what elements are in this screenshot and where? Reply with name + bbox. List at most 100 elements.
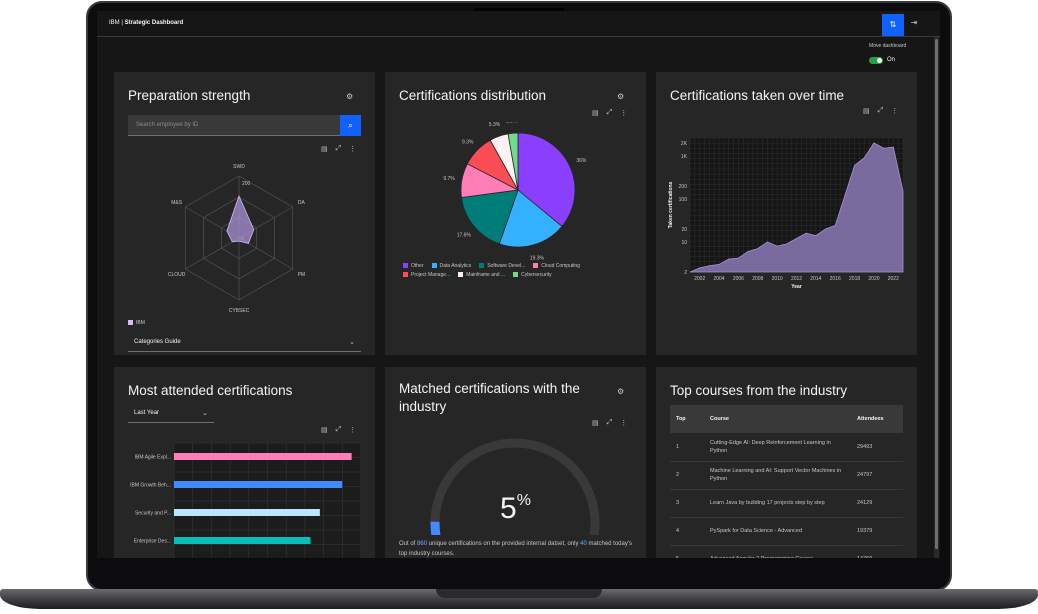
settings-adjust-icon[interactable]: ⚙ [346, 92, 354, 101]
legend-swatch [479, 263, 485, 269]
col-header-attendees[interactable]: Attendees [851, 405, 903, 433]
bar [174, 481, 343, 488]
categories-guide-dropdown[interactable]: Categories Guide ⌄ [128, 334, 361, 352]
table-row[interactable]: 4 PySpark for Data Science - Advanced 1937… [670, 517, 903, 546]
pie-slice-label: 9.3% [462, 139, 474, 145]
pie-legend-item[interactable]: Mainframe and ... [458, 272, 505, 278]
x-axis-title: Year [791, 284, 802, 290]
card-title: Most attended certifications [128, 383, 293, 398]
radar-axis-label: CYBSEC [229, 308, 250, 314]
bar [174, 509, 320, 516]
desc-text: Out of [399, 541, 418, 547]
maximize-icon[interactable]: ⤢ [335, 145, 342, 152]
table-view-icon[interactable]: ▤ [592, 110, 599, 117]
y-tick-label: 1K [681, 154, 688, 160]
radar-axis-label: DA [298, 200, 306, 206]
pie-legend-item[interactable]: Cloud Computing [533, 263, 580, 269]
y-tick-label: 2K [681, 141, 688, 147]
overflow-menu-icon[interactable]: ⋮ [620, 110, 628, 117]
app-brand[interactable]: IBM | Strategic Dashboard [109, 20, 184, 26]
overflow-menu-icon[interactable]: ⋮ [891, 108, 899, 115]
matched-certifications-card: Matched certifications with the industry… [385, 367, 646, 558]
maximize-icon[interactable]: ⤢ [606, 109, 613, 116]
maximize-icon[interactable]: ⤢ [606, 419, 613, 426]
col-header-top[interactable]: Top [670, 405, 704, 433]
table-view-icon[interactable]: ▤ [321, 146, 328, 153]
pie-slice [517, 132, 576, 227]
chevron-down-icon: ⌄ [202, 410, 208, 417]
settings-adjust-icon[interactable]: ⚙ [617, 92, 625, 101]
card-title: Certifications distribution [399, 88, 547, 103]
chart-toolbar: ▤ ⤢ ⋮ [592, 419, 627, 427]
overflow-menu-icon[interactable]: ⋮ [620, 420, 628, 427]
pie-legend-item[interactable]: Data Analytics [431, 263, 471, 269]
pie-chart: 36% 19.3% 17.6% 9.7% 9.3% 5.3% 2.8% [443, 122, 587, 261]
gauge-track [430, 438, 600, 535]
pie-slice-label: 17.6% [457, 232, 472, 238]
col-header-course[interactable]: Course [704, 405, 851, 433]
cell-course: PySpark for Data Science - Advanced [704, 517, 851, 546]
y-tick-label: 2 [684, 270, 687, 276]
cell-attendees: 14769 [851, 545, 903, 558]
pie-legend-item[interactable]: Other [403, 263, 424, 269]
pie-legend-item[interactable]: Cybersecurity [513, 272, 552, 278]
table-view-icon[interactable]: ▤ [592, 420, 599, 427]
y-tick-label: 100 [679, 197, 688, 203]
overflow-menu-icon[interactable]: ⋮ [349, 427, 357, 434]
cell-rank: 5 [670, 545, 704, 558]
table-row[interactable]: 3 Learn Java by building 17 projects step… [670, 489, 903, 518]
table-view-icon[interactable]: ▤ [863, 108, 870, 115]
x-tick-label: 2022 [888, 276, 899, 282]
card-title: Top courses from the industry [670, 383, 848, 398]
pie-legend-item[interactable]: Software Devel... [479, 263, 525, 269]
gauge-percent: 5 [500, 492, 517, 525]
radar-axis-label: M&S [171, 200, 183, 206]
table-row[interactable]: 5Advanced Angular 2 Programming Course14… [670, 545, 903, 558]
toggle-state-label: On [887, 57, 896, 63]
maximize-icon[interactable]: ⤢ [877, 107, 884, 114]
pie-slice-label: 19.3% [530, 255, 545, 261]
courses-table: Top Course Attendees 1 Cutting-Edge AI: D… [670, 405, 903, 558]
pie-slice-label: 2.8% [506, 122, 518, 124]
legend-label: Cloud Computing [541, 263, 580, 269]
search-icon[interactable]: ⌕ [340, 115, 361, 136]
gauge-description: Out of 860 unique certifications on the … [399, 539, 639, 558]
table-row[interactable]: 2 Machine Learning and AI: Support Vector… [670, 461, 903, 490]
radar-axis-line [185, 237, 240, 270]
logout-icon[interactable]: ⇥ [910, 18, 918, 27]
table-row[interactable]: 1 Cutting-Edge AI: Deep Reinforcement Lea… [670, 433, 903, 462]
chart-toolbar: ▤ ⤢ ⋮ [592, 109, 627, 117]
period-dropdown[interactable]: Last Year ⌄ [128, 405, 214, 423]
most-attended-card: Most attended certifications Last Year ⌄ … [114, 367, 375, 558]
sort-icon[interactable]: ⇅ [882, 14, 904, 36]
legend-label: Software Devel... [487, 263, 526, 269]
x-tick-label: 2002 [694, 276, 705, 282]
legend-swatch [431, 263, 437, 269]
pie-legend: Other Data Analytics Software Devel... Clou… [403, 263, 633, 278]
x-tick-label: 2010 [772, 276, 783, 282]
pie-legend-item[interactable]: Project Manage... [403, 272, 450, 278]
cell-attendees: 29493 [851, 433, 903, 462]
bar-category-label: IBM Agile Expl... [135, 455, 171, 461]
maximize-icon[interactable]: ⤢ [335, 426, 342, 433]
legend-swatch [128, 320, 133, 326]
move-dashboard-toggle[interactable] [869, 57, 883, 64]
settings-adjust-icon[interactable]: ⚙ [617, 387, 625, 396]
cell-course: Learn Java by building 17 projects step … [704, 489, 851, 518]
x-tick-label: 2016 [830, 276, 841, 282]
y-tick-label: 20 [681, 227, 687, 233]
legend-label: IBM [136, 320, 145, 326]
x-tick-label: 2018 [849, 276, 860, 282]
table-view-icon[interactable]: ▤ [321, 427, 328, 434]
radar-axis-label: CLOUD [168, 272, 186, 278]
bar [174, 453, 352, 460]
search-input[interactable]: Search employee by ID [128, 115, 340, 136]
chart-toolbar: ▤ ⤢ ⋮ [321, 426, 356, 434]
chart-toolbar: ▤ ⤢ ⋮ [863, 107, 898, 115]
app-header: IBM | Strategic Dashboard ⇅ ⇥ [97, 11, 940, 37]
overflow-menu-icon[interactable]: ⋮ [349, 146, 357, 153]
page-scrollbar[interactable] [934, 37, 939, 558]
gauge-value: 5% [385, 492, 646, 526]
cell-rank: 2 [670, 461, 704, 490]
